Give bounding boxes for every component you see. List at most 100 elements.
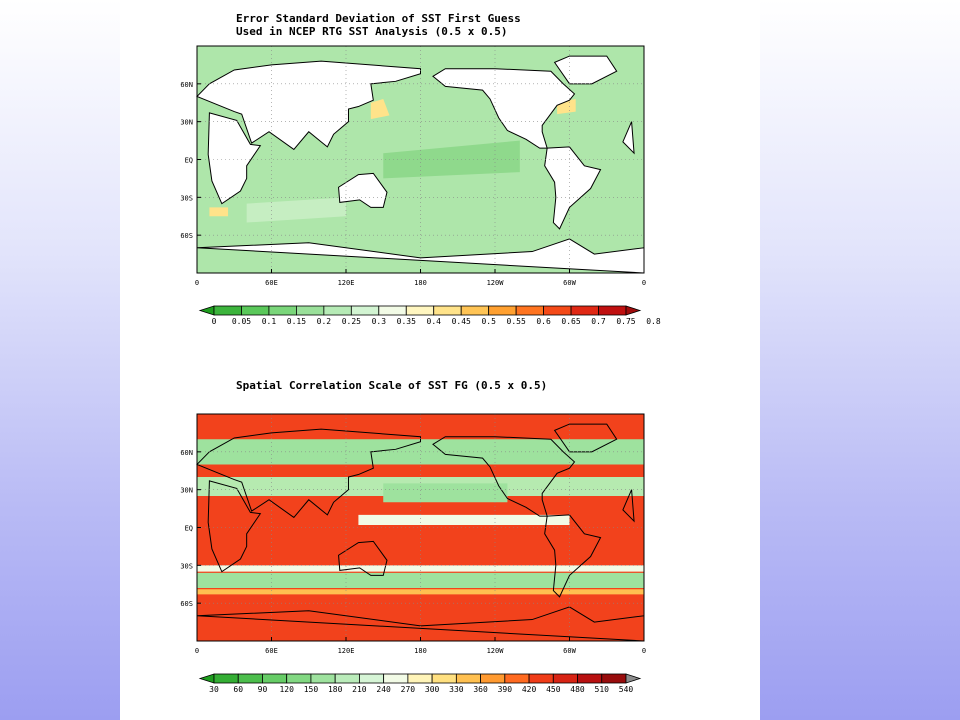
- colorbar-2-swatch: [286, 673, 312, 684]
- colorbar-2-label: 210: [352, 685, 367, 694]
- colorbar-2-label: 90: [258, 685, 268, 694]
- map-1-land-africa: [622, 121, 635, 155]
- colorbar-2-swatch: [552, 673, 578, 684]
- colorbar-2-label: 450: [546, 685, 561, 694]
- chart-2-title: Spatial Correlation Scale of SST FG (0.5…: [236, 379, 548, 392]
- colorbar-1-label: 0.5: [481, 317, 496, 326]
- colorbar-1-label: 0.65: [561, 317, 580, 326]
- colorbar-2-label: 540: [619, 685, 634, 694]
- colorbar-1-label: 0.45: [452, 317, 471, 326]
- map-2-field-band: [197, 589, 644, 595]
- map-1-land-africa: [207, 112, 262, 205]
- colorbar-1-label: 0.6: [536, 317, 551, 326]
- chart-1-error-std-map: 60N 30N EQ 30S 60S 0 60E 120E 180 120W 60W 0 0 0.05 0.…: [180, 45, 661, 326]
- colorbar-1-label: 0.3: [372, 317, 387, 326]
- colorbar-2-swatch: [334, 673, 360, 684]
- map-1-field-patch: [383, 140, 520, 179]
- colorbar-2-swatch: [310, 673, 336, 684]
- map-1-x-tick-label: 0: [642, 279, 646, 287]
- map-1-land-australia: [338, 172, 388, 208]
- colorbar-2-label: 360: [473, 685, 488, 694]
- map-2-x-tick-label: 120W: [487, 647, 505, 655]
- map-2-x-tick-label: 0: [642, 647, 646, 655]
- map-2-field-band: [197, 565, 644, 572]
- colorbar-1-label: 0.8: [646, 317, 661, 326]
- colorbar-2-swatch: [213, 673, 239, 684]
- colorbar-2-label: 300: [425, 685, 440, 694]
- colorbar-1-label: 0.7: [591, 317, 606, 326]
- map-2-x-tick-label: 60W: [563, 647, 576, 655]
- colorbar-1-label: 0.35: [397, 317, 416, 326]
- colorbar-1-label: 0.55: [507, 317, 526, 326]
- map-2-y-tick-label: 30N: [180, 487, 193, 495]
- map-1-x-tick-label: 120E: [338, 279, 355, 287]
- map-2-y-tick-label: 60S: [180, 600, 193, 608]
- colorbar-2-swatch: [262, 673, 288, 684]
- colorbar-1-label: 0.2: [317, 317, 332, 326]
- colorbar-2-label: 240: [376, 685, 391, 694]
- colorbar-2-label: 420: [522, 685, 537, 694]
- map-1-x-tick-label: 180: [414, 279, 427, 287]
- map-1-land-greenland: [553, 55, 618, 85]
- colorbar-2-label: 150: [304, 685, 319, 694]
- colorbar-1-label: 0.25: [342, 317, 361, 326]
- colorbar-2-swatch: [359, 673, 385, 684]
- map-1-land-eurasia: [196, 60, 421, 151]
- colorbar-2-swatch: [237, 673, 263, 684]
- colorbar-2-label: 390: [498, 685, 513, 694]
- colorbar-2-low-arrow: [198, 673, 215, 684]
- map-1-x-tick-label: 60E: [265, 279, 278, 287]
- colorbar-2-label: 270: [401, 685, 416, 694]
- map-2-land-africa: [622, 489, 635, 523]
- colorbar-1-label: 0.1: [262, 317, 277, 326]
- map-2-land-south-america: [544, 514, 602, 598]
- map-1-field-patch: [370, 98, 390, 120]
- map-1-y-tick-label: 30S: [180, 194, 193, 202]
- map-1-y-tick-label: EQ: [185, 157, 193, 165]
- map-2-x-tick-label: 60E: [265, 647, 278, 655]
- map-1-y-tick-label: 60N: [180, 81, 193, 89]
- colorbar-2-swatch: [455, 673, 481, 684]
- map-2-y-tick-label: 30S: [180, 562, 193, 570]
- map-2-field-band: [197, 572, 644, 589]
- colorbar-2-swatch: [601, 673, 627, 684]
- map-1-x-tick-label: 60W: [563, 279, 576, 287]
- map-2-x-tick-label: 0: [195, 647, 199, 655]
- colorbar-2-swatch: [431, 673, 457, 684]
- colorbar-2-label: 120: [279, 685, 294, 694]
- colorbar-2-label: 480: [570, 685, 585, 694]
- colorbar-2-label: 60: [233, 685, 243, 694]
- map-1-land-south-america: [544, 146, 602, 230]
- colorbar-1-label: 0.15: [287, 317, 306, 326]
- map-2-x-tick-label: 180: [414, 647, 427, 655]
- colorbar-2-swatch: [407, 673, 433, 684]
- map-2-y-tick-label: EQ: [185, 525, 193, 533]
- map-1-land-north-america: [432, 68, 576, 149]
- colorbar-2-label: 330: [449, 685, 464, 694]
- colorbar-2-swatch: [383, 673, 409, 684]
- chart-1-subtitle: Used in NCEP RTG SST Analysis (0.5 x 0.5…: [236, 25, 508, 38]
- colorbar-2-high-arrow: [625, 673, 642, 684]
- map-1-x-tick-label: 120W: [487, 279, 505, 287]
- map-2-land-africa: [207, 480, 262, 573]
- colorbar-1-label: 0.75: [616, 317, 635, 326]
- colorbar-2-swatch: [577, 673, 603, 684]
- map-2-field-band: [383, 483, 508, 503]
- map-1-y-tick-label: 60S: [180, 232, 193, 240]
- colorbar-2-swatch: [528, 673, 554, 684]
- map-2-land-australia: [338, 540, 388, 576]
- map-2-land-north-america: [432, 436, 576, 517]
- colorbar-2-label: 510: [595, 685, 610, 694]
- colorbar-2-label: 30: [209, 685, 219, 694]
- map-2-field-band: [197, 439, 644, 465]
- colorbar-1-label: 0: [212, 317, 217, 326]
- chart-1-title: Error Standard Deviation of SST First Gu…: [236, 12, 521, 25]
- map-2-land-eurasia: [196, 428, 421, 519]
- map-2-x-tick-label: 120E: [338, 647, 355, 655]
- map-2-field-band: [358, 514, 570, 525]
- map-2-y-tick-label: 60N: [180, 449, 193, 457]
- colorbar-2-label: 180: [328, 685, 343, 694]
- map-1-field-patch: [209, 207, 229, 217]
- colorbar-2-swatch: [480, 673, 506, 684]
